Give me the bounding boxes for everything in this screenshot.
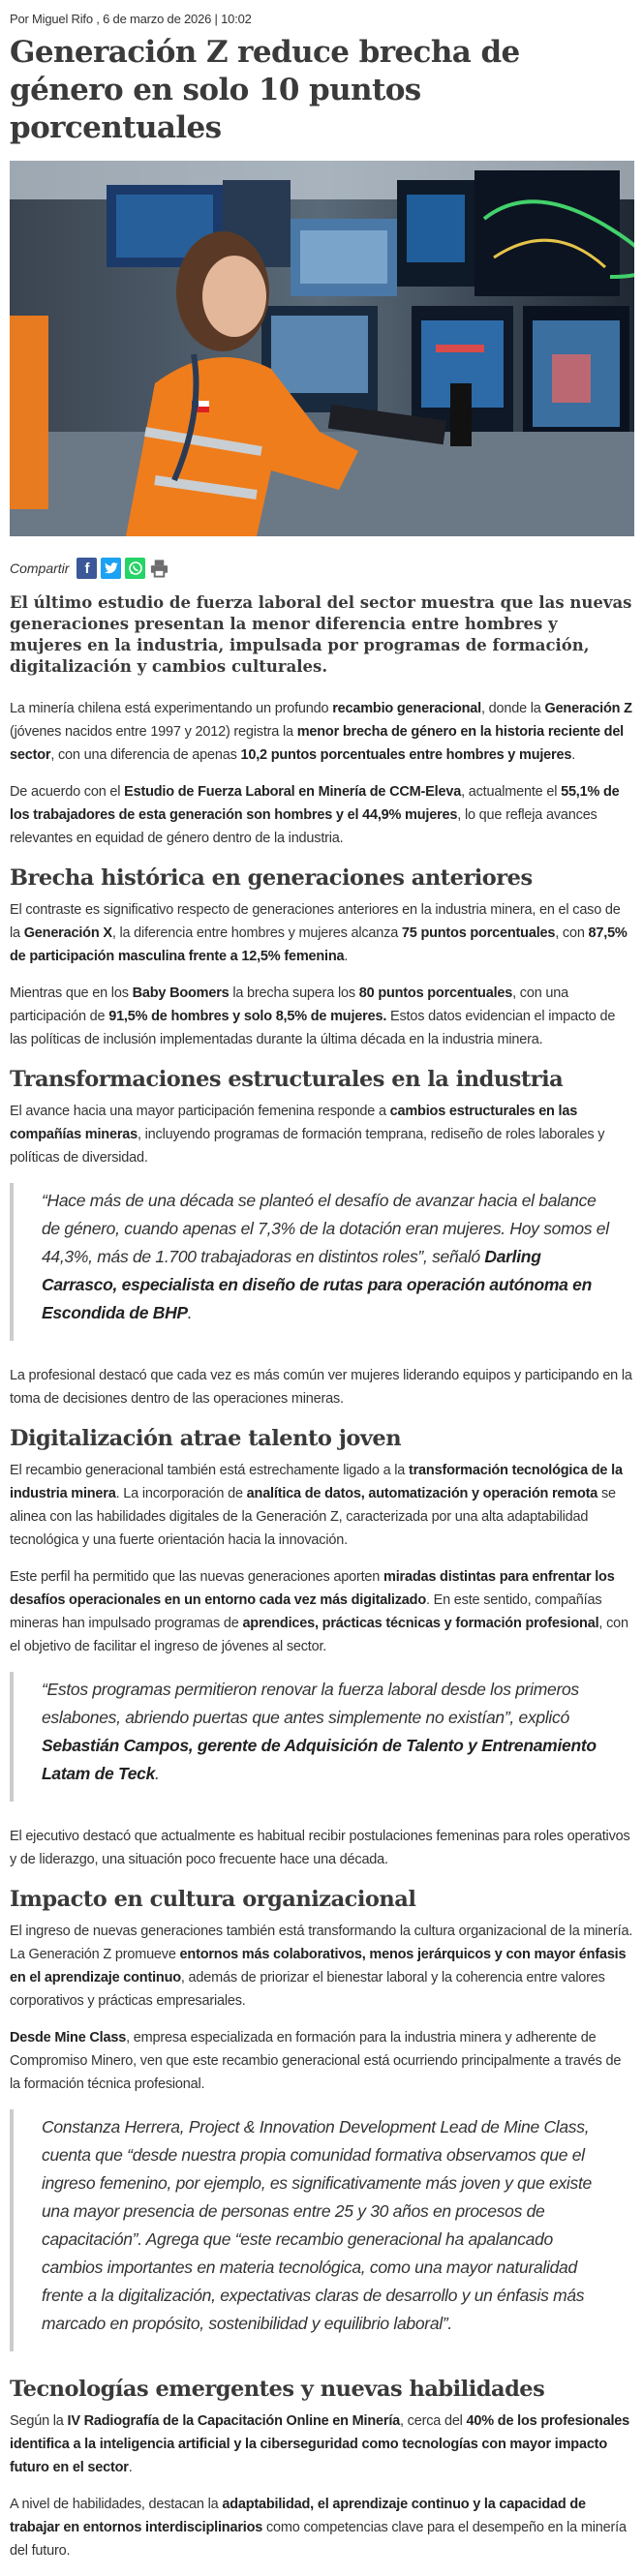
- text: (jóvenes nacidos entre 1997 y 2012) regi…: [10, 724, 297, 740]
- bold-text: Baby Boomers: [132, 985, 230, 1001]
- text: Mientras que en los: [10, 985, 133, 1001]
- text: El contraste es significativo respecto d…: [10, 902, 621, 941]
- twitter-icon[interactable]: [101, 558, 122, 579]
- pull-quote: “Hace más de una década se planteó el de…: [10, 1183, 633, 1341]
- paragraph: El recambio generacional también está es…: [10, 1459, 633, 1552]
- bold-text: Desde Mine Class: [10, 2030, 127, 2046]
- text: , además de priorizar el bienestar labor…: [10, 1970, 605, 2009]
- section-heading: Digitalización atrae talento joven: [10, 1426, 402, 1451]
- paragraph: Desde Mine Class, empresa especializada …: [10, 2026, 633, 2096]
- text: A nivel de habilidades, destacan la: [10, 2497, 223, 2512]
- share-label: Compartir: [10, 561, 70, 576]
- text: se alinea con las habilidades digitales …: [10, 1486, 616, 1548]
- text: El ejecutivo destacó que actualmente es …: [10, 1829, 630, 1867]
- text: .: [571, 747, 576, 763]
- text: “Estos programas permitieron renovar la …: [42, 1680, 579, 1727]
- section-heading: Brecha histórica en generaciones anterio…: [10, 865, 533, 891]
- whatsapp-icon[interactable]: [125, 558, 146, 579]
- bold-text: 91,5% de hombres y solo 8,5% de mujeres.: [108, 1009, 387, 1024]
- paragraph: El ejecutivo destacó que actualmente es …: [10, 1825, 633, 1871]
- text: La minería chilena está experimentando u…: [10, 701, 333, 716]
- bold-text: Estudio de Fuerza Laboral en Minería de …: [124, 784, 462, 800]
- bold-text: recambio generacional: [332, 701, 481, 716]
- paragraph: El contraste es significativo respecto d…: [10, 898, 633, 968]
- text: Este perfil ha permitido que las nuevas …: [10, 1569, 383, 1585]
- facebook-icon[interactable]: f: [77, 558, 98, 579]
- paragraph: Mientras que en los Baby Boomers la brec…: [10, 982, 633, 1051]
- bold-text: miradas distintas para enfrentar los des…: [10, 1569, 615, 1608]
- bold-text: 80 puntos porcentuales: [358, 985, 513, 1001]
- section-heading: Impacto en cultura organizacional: [10, 1887, 416, 1912]
- text: .: [155, 1764, 160, 1783]
- bold-text: transformación tecnológica de la industr…: [10, 1463, 623, 1501]
- article-lead: El último estudio de fuerza laboral del …: [10, 593, 632, 676]
- text: . En este sentido, compañías mineras han…: [10, 1592, 602, 1631]
- paragraph: El avance hacia una mayor participación …: [10, 1100, 633, 1169]
- paragraph: Según la IV Radiografía de la Capacitaci…: [10, 2409, 633, 2479]
- text: Estos datos evidencian el impacto de las…: [10, 1009, 616, 1047]
- text: , la diferencia entre hombres y mujeres …: [111, 925, 402, 941]
- article-title: Generación Z reduce brecha de género en …: [10, 35, 520, 145]
- text: , con el objetivo de facilitar el ingres…: [10, 1616, 628, 1654]
- text: , donde la: [480, 701, 545, 716]
- text: De acuerdo con el: [10, 784, 125, 800]
- hero-image: [10, 161, 634, 536]
- paragraph: La minería chilena está experimentando u…: [10, 697, 633, 767]
- text: , actualmente el: [461, 784, 562, 800]
- paragraph: La profesional destacó que cada vez es m…: [10, 1364, 633, 1410]
- text: .: [187, 1303, 193, 1322]
- section-heading: Transformaciones estructurales en la ind…: [10, 1067, 564, 1092]
- pull-quote: “Estos programas permitieron renovar la …: [10, 1672, 633, 1802]
- article-body: La minería chilena está experimentando u…: [10, 697, 633, 2562]
- text: , lo que refleja avances relevantes en e…: [10, 807, 597, 846]
- text: “Hace más de una década se planteó el de…: [42, 1191, 609, 1266]
- pull-quote: Constanza Herrera, Project & Innovation …: [10, 2109, 633, 2351]
- byline: Por Miguel Rifo , 6 de marzo de 2026 | 1…: [10, 12, 252, 26]
- text: , con: [555, 925, 589, 941]
- text: La profesional destacó que cada vez es m…: [10, 1368, 632, 1407]
- bold-text: 40% de los profesionales identifica a la…: [10, 2413, 630, 2475]
- bold-text: analítica de datos, automatización y ope…: [246, 1486, 598, 1501]
- text: .: [344, 949, 349, 964]
- text: , con una participación de: [10, 985, 568, 1024]
- text: Constanza Herrera, Project & Innovation …: [42, 2117, 592, 2333]
- bold-text: 55,1% de los trabajadores de esta genera…: [10, 784, 620, 823]
- text: Según la: [10, 2413, 68, 2429]
- bold-text: 87,5% de participación masculina frente …: [10, 925, 628, 964]
- paragraph: A nivel de habilidades, destacan la adap…: [10, 2493, 633, 2562]
- section-heading: Tecnologías emergentes y nuevas habilida…: [10, 2377, 545, 2402]
- text: El avance hacia una mayor participación …: [10, 1104, 390, 1119]
- text: , cerca del: [400, 2413, 467, 2429]
- bold-text: Darling Carrasco, especialista en diseño…: [42, 1247, 592, 1322]
- paragraph: Este perfil ha permitido que las nuevas …: [10, 1565, 633, 1658]
- bold-text: 10,2 puntos porcentuales entre hombres y…: [240, 747, 572, 763]
- bold-text: Sebastián Campos, gerente de Adquisición…: [42, 1736, 597, 1783]
- bold-text: 75 puntos porcentuales: [401, 925, 556, 941]
- share-bar: Compartir f: [10, 558, 633, 579]
- text: , incluyendo programas de formación temp…: [10, 1127, 605, 1166]
- text: la brecha supera los: [229, 985, 359, 1001]
- bold-text: aprendices, prácticas técnicas y formaci…: [242, 1616, 599, 1631]
- bold-text: menor brecha de género en la historia re…: [10, 724, 625, 763]
- text: El ingreso de nuevas generaciones tambié…: [10, 1924, 633, 1962]
- bold-text: cambios estructurales en las compañías m…: [10, 1104, 578, 1142]
- bold-text: Generación Z: [544, 701, 632, 716]
- text: El recambio generacional también está es…: [10, 1463, 409, 1478]
- text: .: [128, 2460, 133, 2475]
- paragraph: De acuerdo con el Estudio de Fuerza Labo…: [10, 780, 633, 850]
- bold-text: entornos más colaborativos, menos jerárq…: [10, 1947, 627, 1985]
- print-icon[interactable]: [149, 558, 169, 579]
- bold-text: Generación X: [23, 925, 112, 941]
- text: , con una diferencia de apenas: [50, 747, 241, 763]
- text: . La incorporación de: [115, 1486, 247, 1501]
- control-room-photo: [10, 161, 634, 536]
- bold-text: IV Radiografía de la Capacitación Online…: [67, 2413, 401, 2429]
- text: , empresa especializada en formación par…: [10, 2030, 622, 2092]
- paragraph: El ingreso de nuevas generaciones tambié…: [10, 1920, 633, 2013]
